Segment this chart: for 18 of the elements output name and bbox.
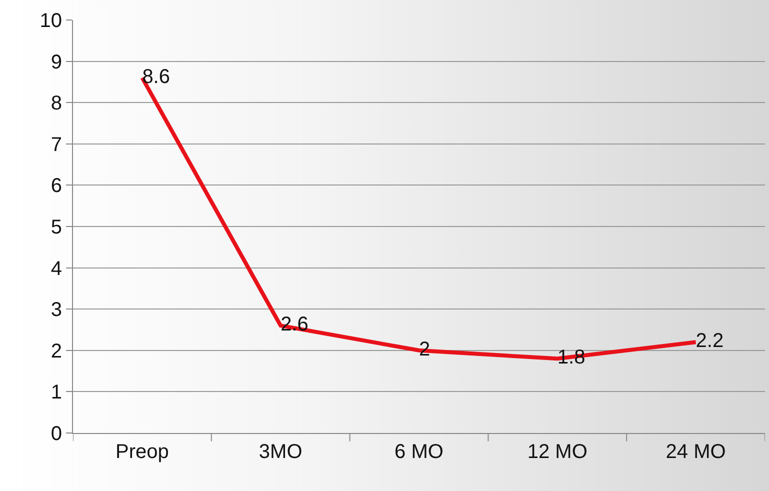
x-tick-label: 6 MO — [394, 441, 444, 463]
y-tick-label: 5 — [50, 216, 62, 238]
y-tick-label: 0 — [50, 423, 62, 445]
y-tick-label: 6 — [50, 175, 62, 198]
x-tick-label: 12 MO — [527, 441, 588, 463]
y-tick-label: 2 — [50, 340, 62, 362]
y-tick-label: 8 — [50, 92, 62, 115]
x-tick-label: 24 MO — [666, 441, 726, 463]
y-tick-label: 1 — [50, 382, 62, 404]
y-tick-label: 10 — [40, 10, 62, 32]
data-label: 8.6 — [142, 66, 170, 88]
y-tick-label: 3 — [50, 299, 62, 322]
y-tick-label: 7 — [50, 134, 62, 156]
y-tick-label: 9 — [50, 51, 62, 74]
x-tick-label: Preop — [116, 441, 169, 463]
x-tick-label: 3MO — [258, 441, 302, 463]
y-tick-label: 4 — [50, 258, 62, 280]
data-label: 2.2 — [696, 330, 724, 352]
